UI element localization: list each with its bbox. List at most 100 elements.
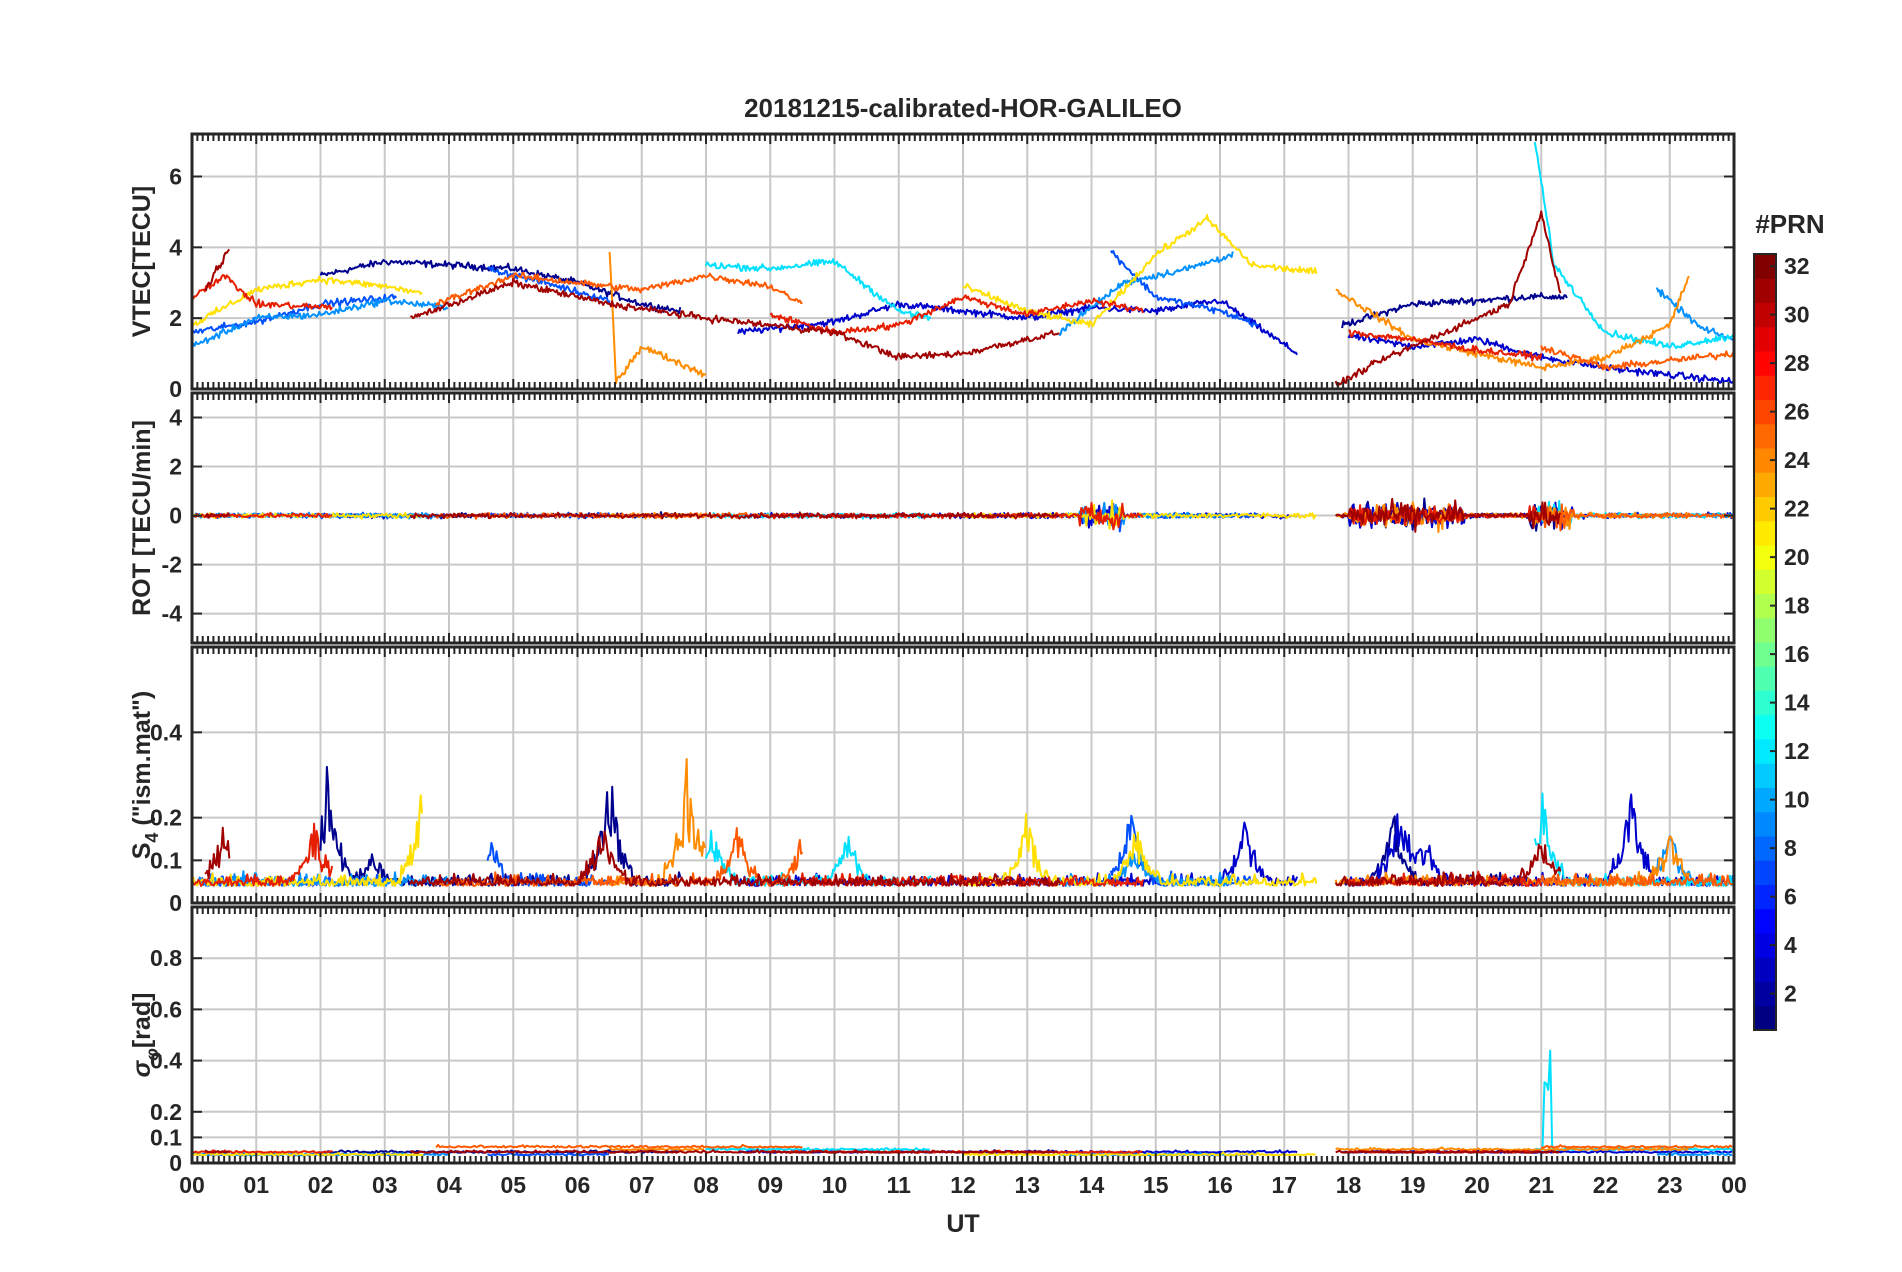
colorbar-segment bbox=[1754, 690, 1776, 716]
colorbar-segment bbox=[1754, 593, 1776, 619]
colorbar-segment bbox=[1754, 254, 1776, 279]
x-tick-label: 11 bbox=[887, 1172, 912, 1198]
vtec-series-group bbox=[192, 141, 1734, 387]
x-tick-label: 08 bbox=[693, 1172, 719, 1198]
sigma-series-prn-31 bbox=[204, 1148, 1560, 1154]
y-axis-label: σφ[rad] bbox=[128, 993, 162, 1078]
x-tick-label: 15 bbox=[1143, 1172, 1169, 1198]
panel-s4: 00.10.20.4S4 ("ism.mat") bbox=[128, 645, 1736, 916]
colorbar-segment bbox=[1754, 933, 1776, 958]
vtec-series-prn-23 bbox=[608, 251, 1690, 385]
colorbar-tick-label: 18 bbox=[1784, 593, 1810, 619]
x-tick-label: 19 bbox=[1400, 1172, 1426, 1198]
sigma-series-prn-23 bbox=[608, 1146, 1689, 1152]
colorbar-tick-label: 10 bbox=[1784, 787, 1810, 813]
colorbar-tick-label: 8 bbox=[1784, 835, 1797, 861]
colorbar-tick-label: 2 bbox=[1784, 981, 1797, 1007]
colorbar-segment bbox=[1754, 375, 1776, 400]
colorbar-segment bbox=[1754, 1005, 1776, 1031]
y-tick-label: 6 bbox=[169, 164, 182, 190]
colorbar-label: #PRN bbox=[1755, 209, 1824, 239]
y-tick-label: 0.2 bbox=[150, 805, 182, 831]
colorbar-segment bbox=[1754, 836, 1776, 861]
x-tick-label: 03 bbox=[372, 1172, 398, 1198]
colorbar-tick-label: 26 bbox=[1784, 399, 1810, 425]
x-tick-label: 04 bbox=[436, 1172, 462, 1198]
y-axis-label-subscript: 4 bbox=[142, 833, 162, 843]
vtec-series-prn-10 bbox=[192, 251, 1734, 347]
y-tick-label: 2 bbox=[169, 305, 182, 331]
colorbar-segment bbox=[1754, 351, 1776, 376]
x-tick-label: 00 bbox=[1721, 1172, 1747, 1198]
y-tick-label: 0.2 bbox=[150, 1099, 182, 1125]
rot-series-group bbox=[192, 497, 1734, 534]
y-axis-label-subscript: φ bbox=[142, 1048, 162, 1061]
s4-series-group bbox=[192, 758, 1734, 887]
y-tick-label: 0.8 bbox=[150, 945, 182, 971]
colorbar-segment bbox=[1754, 787, 1776, 813]
rot-series-prn-31 bbox=[204, 497, 1562, 533]
colorbar-segment bbox=[1754, 714, 1776, 740]
vtec-series-prn-12 bbox=[705, 141, 1734, 350]
y-tick-label: 0.6 bbox=[150, 996, 182, 1022]
x-tick-label: 23 bbox=[1657, 1172, 1683, 1198]
y-tick-label: 0.4 bbox=[150, 719, 182, 745]
x-tick-label: 09 bbox=[757, 1172, 783, 1198]
x-tick-label: 00 bbox=[179, 1172, 205, 1198]
x-tick-label: 14 bbox=[1079, 1172, 1105, 1198]
colorbar-segment bbox=[1754, 448, 1776, 473]
colorbar-tick-label: 30 bbox=[1784, 302, 1810, 328]
y-tick-label: 4 bbox=[169, 405, 182, 431]
y-tick-label: 0 bbox=[169, 376, 182, 402]
colorbar-tick-label: 6 bbox=[1784, 884, 1797, 910]
s4-series-prn-19 bbox=[192, 794, 1318, 887]
chart-title: 20181215-calibrated-HOR-GALILEO bbox=[744, 93, 1182, 123]
colorbar-segment bbox=[1754, 908, 1776, 934]
colorbar-segment bbox=[1754, 811, 1776, 837]
colorbar-segment bbox=[1754, 423, 1776, 449]
s4-series-prn-31 bbox=[204, 826, 1562, 887]
colorbar-tick-label: 4 bbox=[1784, 932, 1797, 958]
colorbar-segment bbox=[1754, 981, 1776, 1007]
y-tick-label: 0.4 bbox=[150, 1048, 182, 1074]
colorbar-segment bbox=[1754, 326, 1776, 352]
colorbar-tick-label: 12 bbox=[1784, 738, 1810, 764]
colorbar-segment bbox=[1754, 496, 1776, 522]
vtec-series-prn-19 bbox=[192, 214, 1318, 329]
y-tick-label: -2 bbox=[162, 552, 182, 578]
y-tick-label: 0 bbox=[169, 1150, 182, 1176]
colorbar-tick-label: 20 bbox=[1784, 544, 1810, 570]
colorbar-segment bbox=[1754, 545, 1776, 570]
colorbar-tick-label: 22 bbox=[1784, 496, 1810, 522]
x-tick-label: 18 bbox=[1336, 1172, 1362, 1198]
x-tick-label: 13 bbox=[1014, 1172, 1040, 1198]
y-tick-label: 0.1 bbox=[150, 1124, 182, 1150]
x-tick-label: 16 bbox=[1207, 1172, 1233, 1198]
vtec-series-prn-1 bbox=[319, 258, 1568, 329]
colorbar-segment bbox=[1754, 569, 1776, 594]
colorbar-tick-label: 28 bbox=[1784, 350, 1810, 376]
y-axis-label: VTEC[TECU] bbox=[128, 186, 156, 337]
colorbar-segment bbox=[1754, 278, 1776, 303]
x-tick-label: 12 bbox=[950, 1172, 976, 1198]
y-axis-label-rest: [rad] bbox=[128, 993, 156, 1049]
y-tick-label: 2 bbox=[169, 454, 182, 480]
vtec-series-prn-31 bbox=[204, 210, 1562, 387]
vtec-series-prn-28 bbox=[192, 274, 1543, 362]
y-axis-label-symbol: σ bbox=[128, 1059, 156, 1077]
panel-rot: -4 -2 0 2 4 ROT [TECU/min] bbox=[128, 391, 1736, 645]
sigma-series-group bbox=[192, 1049, 1734, 1157]
x-ticks bbox=[191, 393, 1735, 643]
x-ticks bbox=[191, 907, 1735, 1163]
y-axis-label-symbol: S bbox=[128, 843, 156, 860]
vtec-series-prn-25 bbox=[435, 271, 1734, 371]
colorbar-segment bbox=[1754, 666, 1776, 691]
colorbar-segment bbox=[1754, 860, 1776, 885]
x-tick-label: 05 bbox=[500, 1172, 526, 1198]
colorbar-segment bbox=[1754, 617, 1776, 643]
colorbar-segment bbox=[1754, 884, 1776, 910]
y-axis-label-rest: ("ism.mat") bbox=[128, 691, 156, 833]
